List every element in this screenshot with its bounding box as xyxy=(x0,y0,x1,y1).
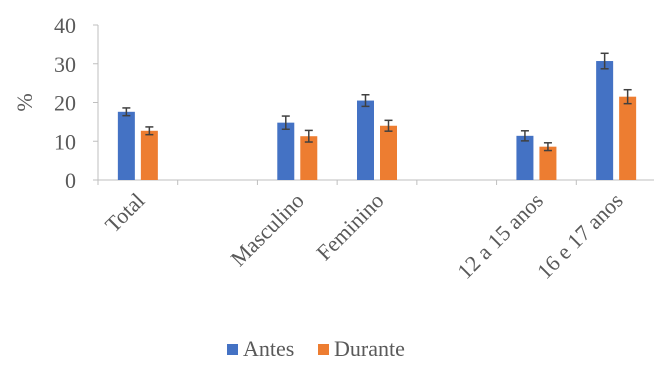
y-axis-label: % xyxy=(12,93,37,111)
category-label-5: 12 a 15 anos xyxy=(452,188,548,284)
bar-durante-2 xyxy=(300,136,318,180)
bar-antes-6 xyxy=(596,61,614,180)
bar-durante-3 xyxy=(380,125,397,180)
bar-antes-5 xyxy=(516,135,534,180)
category-label-2: Masculino xyxy=(225,188,308,271)
bar-durante-0 xyxy=(140,130,158,180)
bar-antes-0 xyxy=(117,111,135,180)
bar-durante-6 xyxy=(619,96,637,180)
legend: Antes Durante xyxy=(227,336,405,361)
error-bars xyxy=(122,52,632,152)
y-tick-label: 10 xyxy=(54,129,76,154)
y-tick-label: 40 xyxy=(54,13,76,38)
bar-antes-3 xyxy=(357,100,374,180)
bars xyxy=(117,61,637,180)
axes: 0 10 20 30 40 xyxy=(54,13,654,193)
legend-swatch-antes xyxy=(227,344,238,355)
bar-antes-2 xyxy=(277,122,295,180)
y-tick-label: 20 xyxy=(54,91,76,116)
category-label-6: 16 e 17 anos xyxy=(532,188,628,284)
y-tick-label: 30 xyxy=(54,52,76,77)
y-tick-label: 0 xyxy=(65,168,76,193)
legend-swatch-durante xyxy=(318,344,329,355)
category-label-0: Total xyxy=(100,188,149,237)
category-label-3: Feminino xyxy=(311,188,388,265)
legend-label-durante: Durante xyxy=(334,336,405,361)
legend-label-antes: Antes xyxy=(243,336,294,361)
bar-durante-5 xyxy=(539,146,557,180)
